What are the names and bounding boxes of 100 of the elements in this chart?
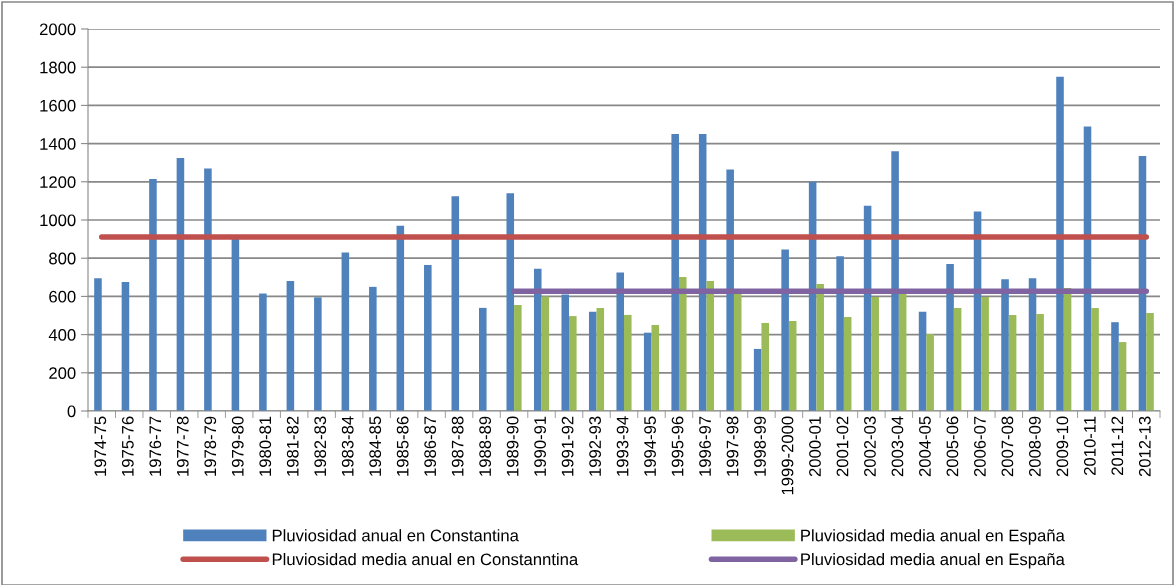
y-tick-label: 1400: [40, 138, 76, 150]
bar: [1008, 314, 1017, 411]
bar: [1118, 342, 1127, 411]
x-tick-label: 2007-08: [1001, 416, 1014, 477]
x-tick-label: 2003-04: [891, 416, 904, 477]
bar: [733, 293, 742, 411]
bar: [926, 334, 934, 411]
x-tick-label: 1977-78: [176, 416, 189, 476]
y-tick-label: 400: [48, 329, 76, 341]
bar: [651, 325, 660, 411]
x-tick-label: 1991-92: [561, 416, 574, 476]
bar: [561, 294, 570, 411]
bar: [678, 276, 687, 411]
x-tick-label: 1978-79: [204, 416, 217, 476]
bar: [514, 304, 522, 411]
x-tick-label: 1986-87: [424, 416, 437, 476]
bar: [569, 316, 577, 411]
x-tick-label: 1983-84: [341, 416, 354, 476]
bar: [121, 282, 130, 411]
legend-label: Pluviosidad media anual en Constanntina: [272, 553, 579, 566]
x-tick-label: 2000-01: [809, 416, 821, 477]
bar: [286, 281, 295, 411]
bar: [891, 151, 899, 411]
bar: [706, 280, 715, 411]
x-tick-label: 1993-94: [616, 416, 629, 476]
x-tick-label: 1988-89: [479, 416, 492, 476]
bar: [149, 178, 157, 411]
bar: [1111, 322, 1119, 411]
y-tick-label: 2000: [39, 23, 76, 36]
x-tick-label: 1989-90: [506, 416, 519, 476]
x-tick-label: 1985-86: [396, 416, 409, 476]
bar: [918, 311, 927, 411]
bar: [1001, 279, 1009, 411]
legend-label: Pluviosidad anual en Constantina: [272, 529, 519, 542]
bar: [643, 332, 652, 411]
x-tick-label: 1992-93: [589, 416, 601, 476]
bar: [1036, 313, 1044, 411]
x-tick-label: 2001-02: [836, 416, 849, 477]
bar: [231, 238, 240, 411]
bar: [506, 193, 515, 411]
x-tick-label: 1994-95: [644, 416, 656, 476]
bar: [953, 308, 962, 411]
x-tick-label: 1974-75: [94, 416, 107, 476]
x-tick-label: 1995-96: [671, 416, 684, 476]
x-tick-label: 2004-05: [919, 416, 931, 477]
bar: [341, 252, 350, 411]
bar: [1146, 313, 1154, 411]
bar: [946, 263, 954, 411]
y-tick-label: 600: [49, 290, 76, 303]
bar: [369, 286, 377, 411]
x-tick-label: 1976-77: [149, 416, 162, 476]
y-tick-label: 1000: [40, 214, 76, 227]
bar: [94, 278, 102, 411]
x-tick-label: 1979-80: [231, 416, 244, 476]
x-tick-label: 1990-91: [534, 416, 547, 476]
y-tick-label: 800: [49, 252, 76, 265]
x-tick-label: 1981-82: [286, 416, 299, 476]
bar: [726, 169, 734, 411]
bar: [1091, 308, 1099, 411]
legend-label: Pluviosidad media anual en España: [801, 553, 1065, 569]
x-tick-label: 1980-81: [259, 416, 272, 476]
bar: [671, 134, 679, 411]
bar: [981, 296, 989, 411]
y-tick-label: 1600: [40, 99, 76, 112]
bar: [816, 283, 824, 411]
bar: [479, 307, 487, 411]
x-tick-label: 1998-99: [754, 416, 766, 476]
x-tick-label: 2006-07: [974, 416, 986, 477]
bar: [753, 348, 762, 411]
x-tick-label: 2005-06: [946, 416, 959, 477]
bar: [451, 196, 460, 411]
y-tick-label: 0: [67, 405, 76, 418]
y-tick-label: 200: [49, 367, 76, 379]
bar: [1056, 76, 1064, 411]
x-tick-label: 1996-97: [699, 416, 711, 476]
bar: [624, 314, 632, 411]
bar: [596, 308, 605, 411]
bar: [176, 157, 185, 411]
bar: [204, 168, 212, 411]
x-tick-label: 1999-2000: [781, 416, 794, 495]
bar: [259, 293, 267, 411]
bar: [843, 317, 852, 411]
x-tick-label: 2012-13: [1138, 416, 1151, 477]
x-tick-label: 1997-98: [726, 416, 739, 476]
bar: [836, 256, 844, 411]
x-tick-label: 2011-12: [1111, 416, 1124, 475]
y-tick-label: 1200: [40, 176, 76, 188]
bar: [761, 322, 769, 411]
x-tick-label: 2010-11: [1083, 416, 1096, 475]
bar: [781, 249, 789, 411]
x-tick-label: 1982-83: [314, 416, 327, 476]
y-tick-label: 1800: [40, 61, 76, 74]
bar: [588, 311, 597, 411]
x-tick-label: 1987-88: [451, 416, 464, 476]
bar: [541, 296, 550, 411]
bar: [788, 321, 797, 411]
bar: [616, 272, 624, 411]
x-tick-label: 1975-76: [121, 416, 134, 476]
x-tick-label: 2002-03: [864, 416, 876, 477]
bar: [314, 297, 322, 411]
